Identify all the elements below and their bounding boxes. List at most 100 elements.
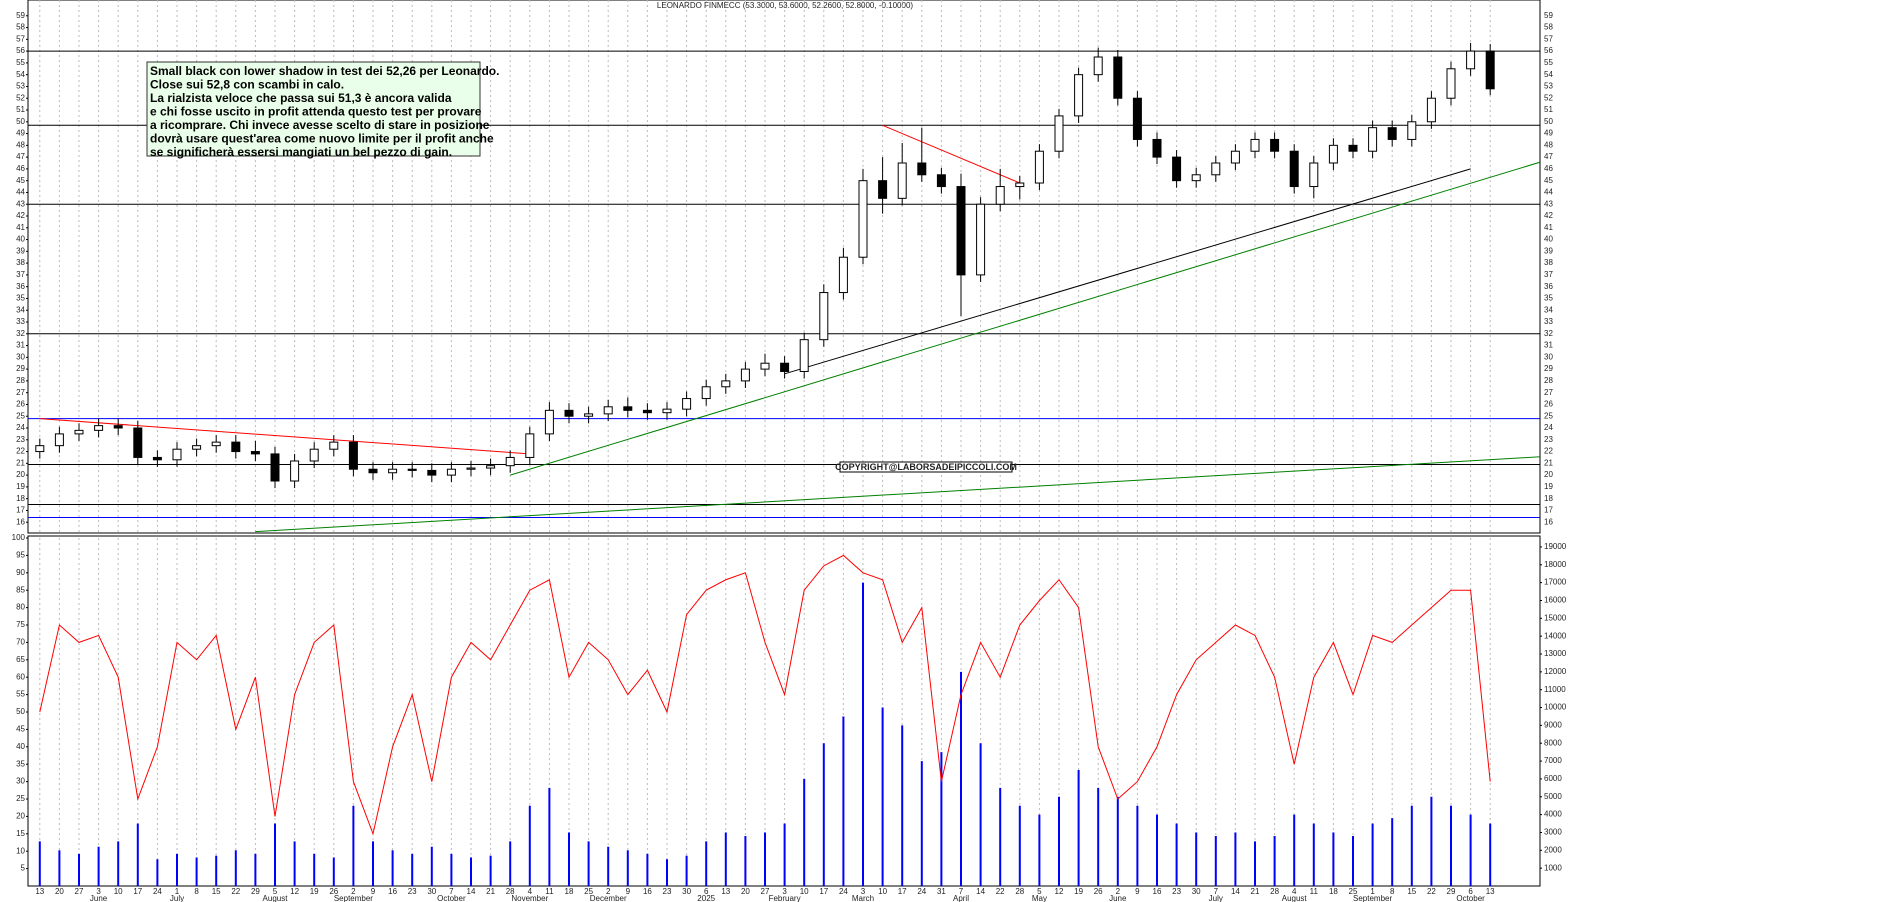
x-tick-label: 15 (212, 887, 221, 896)
candle-body (1093, 56, 1103, 76)
month-label: March (852, 894, 874, 902)
x-tick-label: 27 (75, 887, 84, 896)
candle-body (94, 425, 104, 431)
y-tick-label: 51 (16, 105, 25, 114)
x-tick-label: 2 (1116, 887, 1121, 896)
candle-body (1368, 127, 1378, 152)
candle-body (858, 180, 868, 258)
osc-tick-label: 50 (16, 707, 25, 716)
y-tick-label: 53 (16, 82, 25, 91)
y-tick-label: 52 (16, 93, 25, 102)
x-tick-label: 31 (937, 887, 946, 896)
x-tick-label: 23 (663, 887, 672, 896)
candle-body (995, 186, 1005, 205)
candle-body (486, 465, 496, 469)
y-tick-label-right: 33 (1544, 317, 1553, 326)
y-tick-label: 34 (16, 305, 25, 314)
y-tick-label: 21 (16, 458, 25, 467)
candle-body (446, 468, 456, 476)
y-tick-label-right: 31 (1544, 341, 1553, 350)
volume-tick-label: 17000 (1544, 578, 1567, 587)
x-tick-label: 9 (1135, 887, 1140, 896)
candle-body (388, 468, 398, 474)
x-tick-label: 19 (310, 887, 319, 896)
month-label: June (1109, 894, 1127, 902)
y-tick-label: 18 (16, 494, 25, 503)
y-tick-label-right: 54 (1544, 70, 1553, 79)
trendline (255, 456, 1540, 533)
y-tick-label-right: 30 (1544, 352, 1553, 361)
y-tick-label: 26 (16, 400, 25, 409)
y-tick-label: 58 (16, 23, 25, 32)
y-tick-label-right: 44 (1544, 188, 1553, 197)
month-label: June (90, 894, 108, 902)
candle-body (1387, 127, 1397, 140)
volume-tick-label: 13000 (1544, 649, 1567, 658)
y-tick-label: 28 (16, 376, 25, 385)
y-tick-label-right: 43 (1544, 199, 1553, 208)
volume-tick-label: 19000 (1544, 542, 1567, 551)
candle-body (1466, 50, 1476, 70)
month-label: July (170, 894, 184, 902)
x-tick-label: 19 (1074, 887, 1083, 896)
x-tick-label: 5 (1037, 887, 1042, 896)
x-tick-label: 30 (427, 887, 436, 896)
x-tick-label: 14 (976, 887, 985, 896)
osc-tick-label: 5 (21, 864, 26, 873)
candle-body (172, 448, 182, 461)
annotation-line: e chi fosse uscito in profit attenda que… (150, 105, 482, 119)
y-tick-label: 39 (16, 246, 25, 255)
candle-body (1426, 97, 1436, 123)
candle-body (682, 398, 692, 410)
y-tick-label: 40 (16, 235, 25, 244)
x-tick-label: 20 (55, 887, 64, 896)
candle-body (819, 292, 829, 341)
x-tick-label: 24 (153, 887, 162, 896)
x-tick-label: 26 (329, 887, 338, 896)
y-tick-label-right: 42 (1544, 211, 1553, 220)
y-tick-label: 48 (16, 140, 25, 149)
candle-body (368, 468, 378, 474)
candle-body (642, 409, 652, 414)
month-label: February (769, 894, 801, 902)
trendline (510, 161, 1540, 476)
candle-body (740, 368, 750, 382)
candle-body (564, 409, 574, 417)
candle-body (466, 467, 476, 470)
y-tick-label: 56 (16, 46, 25, 55)
month-label: November (511, 894, 548, 902)
y-tick-label-right: 18 (1544, 494, 1553, 503)
x-tick-label: 2 (606, 887, 611, 896)
y-tick-label-right: 53 (1544, 82, 1553, 91)
candle-body (133, 427, 143, 458)
candle-body (329, 441, 339, 450)
y-tick-label-right: 47 (1544, 152, 1553, 161)
y-tick-label: 50 (16, 117, 25, 126)
y-tick-label: 30 (16, 352, 25, 361)
osc-tick-label: 75 (16, 620, 25, 629)
month-label: October (1456, 894, 1485, 902)
y-tick-label: 42 (16, 211, 25, 220)
candle-body (250, 451, 260, 455)
x-tick-label: 13 (1486, 887, 1495, 896)
copyright: COPYRIGHT@LABORSADEIPICCOLI.COM (835, 462, 1017, 472)
candle-body (525, 433, 535, 458)
y-tick-label: 31 (16, 341, 25, 350)
candle-body (799, 339, 809, 372)
volume-tick-label: 2000 (1544, 845, 1562, 854)
candle-body (1407, 121, 1417, 140)
x-tick-label: 3 (96, 887, 101, 896)
y-tick-label-right: 59 (1544, 11, 1553, 20)
y-tick-label-right: 17 (1544, 506, 1553, 515)
x-tick-label: 23 (1172, 887, 1181, 896)
y-tick-label-right: 38 (1544, 258, 1553, 267)
x-tick-label: 25 (584, 887, 593, 896)
candle-body (603, 406, 613, 415)
y-tick-label-right: 27 (1544, 388, 1553, 397)
y-tick-label: 41 (16, 223, 25, 232)
x-tick-label: 11 (1310, 887, 1319, 896)
volume-tick-label: 1000 (1544, 863, 1562, 872)
candle-body (1152, 138, 1162, 158)
